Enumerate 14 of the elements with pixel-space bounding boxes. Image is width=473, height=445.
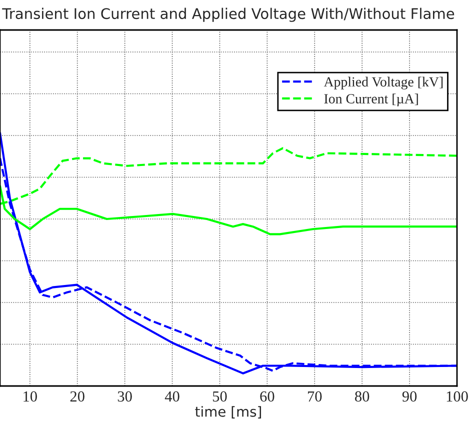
x-tick-label: 50 — [212, 391, 227, 402]
x-tick-label: 20 — [70, 391, 84, 402]
x-tick-label: 30 — [118, 391, 132, 402]
legend-label: Applied Voltage [kV] — [324, 76, 443, 90]
x-tick-label: 100 — [446, 391, 468, 402]
x-tick-label: 80 — [355, 391, 370, 402]
chart-title: Transient Ion Current and Applied Voltage With/Without Flame — [2, 8, 454, 22]
x-axis-title: time [ms] — [195, 406, 262, 418]
x-tick-label: 90 — [402, 391, 417, 402]
x-tick-label: 60 — [260, 391, 274, 402]
x-tick-label: 10 — [24, 391, 37, 402]
x-tick-label: 70 — [308, 391, 322, 402]
x-tick-label: 40 — [164, 391, 180, 402]
legend-label: Ion Current [µA] — [324, 94, 418, 106]
